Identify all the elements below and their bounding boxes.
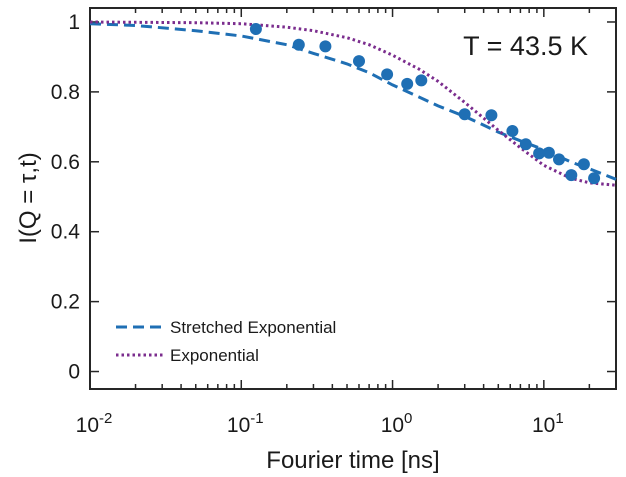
- y-tick-label: 0: [68, 361, 80, 384]
- data-point: [565, 169, 578, 182]
- data-point: [533, 147, 546, 160]
- data-point: [415, 74, 428, 87]
- plot-area-frame: [89, 7, 617, 390]
- legend-label: Exponential: [170, 346, 259, 365]
- data-point: [381, 68, 394, 81]
- x-tick-label-base: 10: [227, 414, 250, 437]
- data-point: [458, 108, 471, 121]
- y-tick-label: 0.8: [51, 81, 80, 104]
- data-point: [506, 125, 519, 137]
- x-axis-label: Fourier time [ns]: [266, 447, 439, 474]
- data-point: [577, 158, 590, 171]
- y-tick-label: 1: [68, 11, 80, 34]
- y-axis-ticks: 0 0.2 0.4 0.6 0.8 1: [51, 11, 616, 384]
- data-point: [588, 172, 601, 185]
- x-tick-label: 10-1: [227, 410, 264, 437]
- x-tick-label-base: 10: [532, 414, 555, 437]
- x-tick-label-exponent: -2: [99, 410, 112, 427]
- legend: Stretched Exponential Exponential: [116, 318, 336, 365]
- x-tick-label-exponent: 1: [555, 410, 563, 427]
- x-tick-label: 100: [381, 410, 413, 437]
- data-point: [249, 23, 262, 35]
- x-tick-label-base: 10: [381, 414, 404, 437]
- data-point: [519, 138, 532, 151]
- x-tick-label-exponent: -1: [250, 410, 263, 427]
- data-point: [542, 146, 555, 159]
- x-tick-label: 101: [532, 410, 564, 437]
- data-point: [353, 55, 365, 68]
- data-points: [249, 23, 601, 185]
- x-tick-label-exponent: 0: [404, 410, 412, 427]
- y-tick-label: 0.2: [51, 291, 80, 314]
- temperature-annotation: T = 43.5 K: [463, 31, 588, 61]
- x-tick-label: 10-2: [76, 410, 113, 437]
- data-point: [401, 77, 414, 90]
- data-point: [319, 40, 332, 53]
- x-tick-label-base: 10: [76, 414, 99, 437]
- data-point: [553, 153, 565, 166]
- data-point: [292, 38, 305, 51]
- y-tick-label: 0.4: [51, 221, 81, 244]
- legend-label: Stretched Exponential: [170, 318, 336, 337]
- series-line-exponential: [89, 20, 617, 187]
- x-axis-ticks: 10-2 10-1 100 101: [76, 8, 617, 437]
- y-tick-label: 0.6: [51, 151, 80, 174]
- data-point: [485, 109, 498, 122]
- y-axis-label: I(Q = τ,t): [15, 152, 42, 244]
